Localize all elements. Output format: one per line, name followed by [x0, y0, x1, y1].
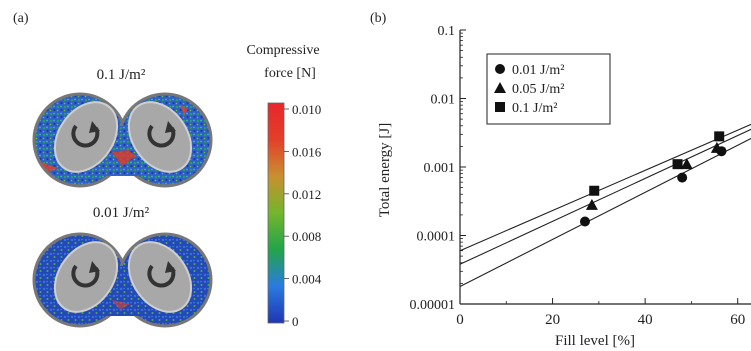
- rotation-arrow-icon: [71, 264, 100, 288]
- y-tick-label: 0.001: [424, 161, 456, 176]
- colorbar-tick-label: 0.004: [292, 272, 322, 287]
- data-point-circle: [677, 172, 688, 183]
- legend-label: 0.05 J/m²: [512, 82, 564, 97]
- fit-line: [460, 137, 751, 288]
- colorbar-title-line1: Compressive: [246, 43, 319, 58]
- rotation-arrow-icon: [147, 264, 176, 288]
- legend-label: 0.1 J/m²: [512, 101, 557, 116]
- colorbar-tick-label: 0: [292, 314, 299, 329]
- colorbar-tick-label: 0.010: [292, 102, 321, 117]
- rotor-right-top: [127, 101, 193, 173]
- colorbar-tick-label: 0.008: [292, 229, 321, 244]
- y-axis-label: Total energy [J]: [377, 123, 393, 217]
- y-tick-label: 0.01: [431, 93, 456, 108]
- colorbar: [267, 102, 285, 324]
- plot-area: [460, 123, 751, 288]
- colorbar-tick-label: 0.012: [292, 187, 321, 202]
- colorbar-ticks: 0.010 0.016 0.012 0.008 0.004 0: [284, 102, 322, 329]
- panel-b-label: (b): [370, 11, 387, 26]
- mixer-bottom: [32, 232, 213, 328]
- y-tick-label: 0.0001: [417, 230, 456, 245]
- legend-marker-circle: [495, 64, 505, 74]
- legend-box: [486, 53, 611, 125]
- arrowhead-icon: [165, 121, 176, 133]
- x-tick-label: 20: [545, 312, 560, 328]
- data-point-triangle: [710, 141, 723, 153]
- x-tick-label: 0: [456, 312, 464, 328]
- rotation-arrow-icon: [71, 124, 100, 148]
- data-point-circle: [579, 216, 590, 227]
- mixer-top: [32, 92, 213, 188]
- data-point-square: [672, 159, 683, 170]
- top-case-label: 0.1 J/m²: [97, 67, 146, 83]
- rotor-left-bottom: [53, 241, 119, 313]
- arrowhead-icon: [165, 261, 176, 273]
- data-point-triangle: [680, 158, 693, 170]
- data-point-square: [714, 131, 725, 142]
- x-tick-label: 60: [730, 312, 745, 328]
- data-point-square: [589, 185, 600, 196]
- energy-chart: 0.00001 0.0001 0.001 0.01 0.1 0 20 40 60 Fill lev…: [377, 24, 751, 349]
- y-tick-label: 0.1: [438, 24, 456, 39]
- x-axis-label: Fill level [%]: [555, 333, 635, 349]
- arrowhead-icon: [89, 261, 100, 273]
- rotor-right-bottom: [127, 241, 193, 313]
- arrowhead-icon: [89, 121, 100, 133]
- bottom-case-label: 0.01 J/m²: [93, 205, 150, 221]
- colorbar-title-line2: force [N]: [264, 66, 316, 81]
- data-point-triangle: [585, 198, 598, 210]
- fit-line: [460, 123, 751, 252]
- y-tick-label: 0.00001: [410, 298, 456, 313]
- x-tick-label: 40: [638, 312, 653, 328]
- rotation-arrow-icon: [147, 124, 176, 148]
- legend-marker-square: [495, 102, 505, 112]
- rotor-left-top: [53, 101, 119, 173]
- panel-a-label: (a): [13, 11, 29, 26]
- fit-line: [460, 128, 751, 265]
- legend-marker-triangle: [494, 82, 506, 93]
- legend-label: 0.01 J/m²: [512, 63, 564, 78]
- colorbar-tick-label: 0.016: [292, 144, 322, 159]
